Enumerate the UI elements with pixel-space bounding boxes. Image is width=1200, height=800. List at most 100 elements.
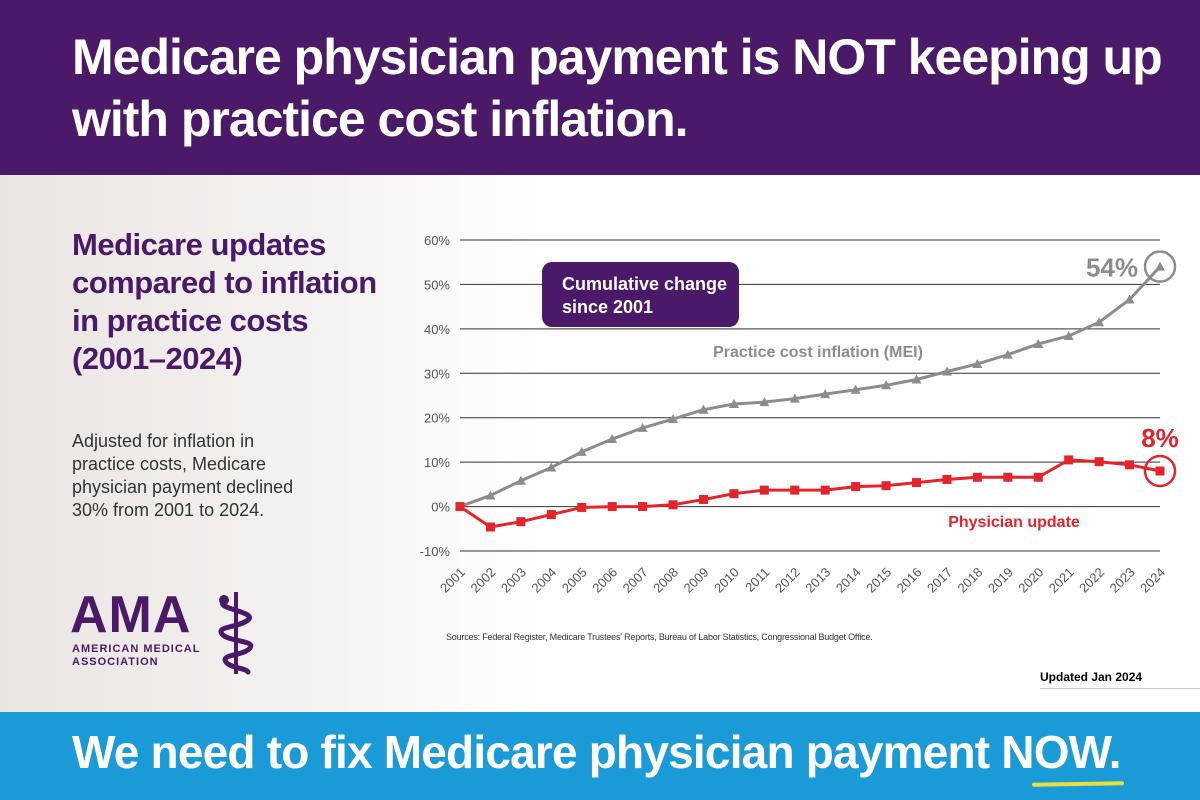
physician-marker [729, 489, 739, 499]
mei-marker [607, 434, 618, 444]
x-tick-label: 2021 [1046, 565, 1077, 596]
chart-annotations: Cumulative change since 2001 Practice co… [542, 250, 1179, 531]
physician-marker [455, 502, 465, 512]
ama-logo-subtitle-line2: ASSOCIATION [72, 656, 159, 668]
mei-marker [1094, 317, 1105, 327]
physician-marker [668, 500, 678, 510]
y-tick-label: 10% [424, 455, 450, 470]
header-banner [0, 0, 1200, 175]
physician-marker [638, 502, 648, 512]
x-tick-label: 2008 [650, 565, 681, 596]
mei-marker [1124, 294, 1135, 304]
physician-end-label: 8% [1141, 423, 1179, 453]
x-tick-label: 2017 [924, 565, 955, 596]
physician-marker [485, 522, 495, 532]
physician-marker [1033, 472, 1043, 482]
mei-marker [546, 462, 557, 472]
mei-marker [698, 404, 709, 414]
x-tick-label: 2007 [620, 565, 651, 596]
physician-marker [607, 502, 617, 512]
mei-marker [911, 374, 922, 384]
x-tick-label: 2013 [802, 565, 833, 596]
mei-line [459, 265, 1162, 508]
y-tick-label: -10% [420, 544, 451, 559]
line-chart: -10% 0% 10% 20% 30% 40% 50% 60% 2001 2002 2003 2004… [420, 233, 1179, 596]
x-tick-label: 2015 [863, 565, 894, 596]
physician-marker [516, 517, 526, 527]
updated-divider [1040, 688, 1200, 689]
call-to-action: We need to fix Medicare physician paymen… [72, 722, 1192, 782]
x-tick-label: 2023 [1107, 565, 1138, 596]
mei-end-circle [1143, 250, 1177, 283]
cta-now-text: NOW [1001, 726, 1109, 778]
y-tick-label: 20% [424, 411, 450, 426]
ama-logo-subtitle: AMERICAN MEDICAL ASSOCIATION [72, 643, 232, 669]
physician-marker [1064, 455, 1074, 465]
physician-marker [698, 494, 708, 504]
mei-marker [1033, 338, 1044, 348]
callout-text-line1: Cumulative change [562, 274, 727, 294]
x-tick-label: 2002 [467, 565, 498, 596]
physician-end-circle [1143, 454, 1177, 488]
y-tick-label: 50% [424, 277, 450, 292]
physician-marker [820, 485, 830, 495]
x-tick-label: 2005 [559, 565, 590, 596]
mei-marker [941, 366, 952, 376]
cta-period: . [1108, 726, 1122, 778]
mei-marker [637, 422, 648, 432]
y-tick-label: 0% [431, 500, 450, 515]
x-tick-label: 2020 [1015, 565, 1046, 596]
mei-marker [1155, 261, 1165, 271]
physician-marker [972, 472, 982, 482]
physician-marker [1003, 472, 1013, 482]
physician-marker [1125, 460, 1135, 470]
ama-logo: AMA AMERICAN MEDICAL ASSOCIATION [70, 588, 280, 678]
mei-marker [759, 397, 770, 407]
chart-series [455, 261, 1165, 532]
mei-marker [576, 446, 587, 456]
x-tick-label: 2014 [833, 565, 864, 596]
mei-marker [881, 380, 892, 390]
y-tick-label: 30% [424, 366, 450, 381]
physician-marker [546, 510, 556, 520]
x-tick-label: 2011 [742, 565, 772, 595]
physician-marker [759, 485, 769, 495]
mei-marker [789, 393, 800, 403]
physician-marker [912, 478, 922, 488]
physician-marker [1155, 466, 1165, 476]
physician-marker [577, 502, 587, 512]
x-tick-label: 2006 [589, 565, 620, 596]
x-tick-label: 2024 [1137, 565, 1168, 596]
physician-series-label: Physician update [948, 514, 1080, 531]
mei-marker [1002, 349, 1013, 359]
physician-marker [881, 481, 891, 491]
ama-logo-text: AMA [70, 586, 192, 644]
mei-marker [515, 475, 526, 485]
physician-marker [942, 474, 952, 484]
chart-side-title: Medicare updates compared to inflation i… [72, 227, 377, 376]
x-tick-label: 2022 [1076, 565, 1107, 596]
x-tick-label: 2009 [681, 565, 712, 596]
mei-series-label: Practice cost inflation (MEI) [713, 344, 923, 361]
chart-description: Adjusted for inflation in practice costs… [72, 431, 294, 520]
staff-of-asclepius-icon [218, 592, 254, 675]
x-tick-label: 2003 [498, 565, 529, 596]
x-tick-label: 2012 [772, 565, 803, 596]
x-tick-label: 2004 [528, 565, 559, 596]
y-tick-label: 40% [424, 322, 450, 337]
x-tick-label: 2018 [954, 565, 985, 596]
ama-logo-subtitle-line1: AMERICAN MEDICAL [72, 643, 201, 655]
cta-main-text: We need to fix Medicare physician paymen… [72, 726, 1002, 778]
mei-marker [972, 358, 983, 368]
headline: Medicare physician payment is NOT keepin… [72, 29, 1163, 147]
physician-marker [1094, 457, 1104, 467]
mei-marker [668, 414, 679, 424]
mei-marker [820, 389, 831, 399]
x-tick-label: 2016 [894, 565, 925, 596]
x-tick-label: 2019 [985, 565, 1016, 596]
chart-axes: -10% 0% 10% 20% 30% 40% 50% 60% 2001 2002 2003 2004… [420, 233, 1168, 596]
mei-end-label: 54% [1086, 253, 1138, 283]
mei-marker [728, 398, 739, 408]
sources-note: Sources: Federal Register, Medicare Trus… [446, 632, 873, 642]
callout-text-line2: since 2001 [562, 297, 653, 317]
